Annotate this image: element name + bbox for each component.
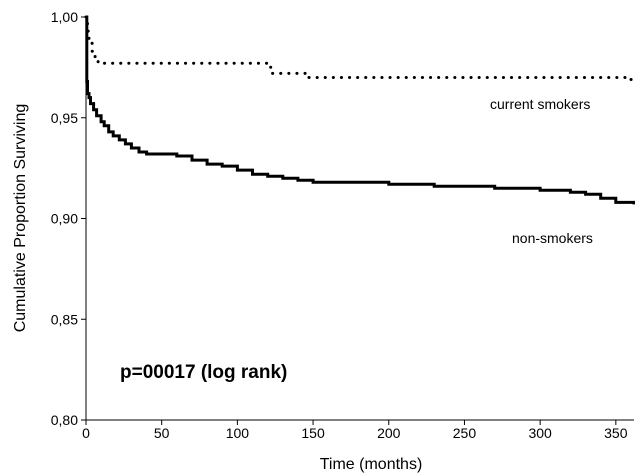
x-axis-title: Time (months) — [320, 456, 423, 473]
plot-area: 0 50 100 150 200 250 300 350 0,80 0,85 0,90 0,95 1,… — [51, 9, 635, 441]
x-tick-label: 300 — [528, 425, 552, 441]
y-tick-label: 0,95 — [51, 110, 78, 126]
current-smokers-curve — [84, 15, 635, 85]
y-tick-label: 0,80 — [51, 412, 78, 428]
current-smokers-label: current smokers — [490, 96, 590, 112]
y-axis-ticks: 0,80 0,85 0,90 0,95 1,00 — [51, 9, 86, 428]
log-rank-annotation: p=00017 (log rank) — [120, 362, 287, 383]
x-tick-label: 350 — [604, 425, 628, 441]
y-tick-label: 0,90 — [51, 211, 78, 227]
x-tick-label: 250 — [453, 425, 477, 441]
y-axis-title: Cumulative Proportion Surviving — [12, 104, 29, 333]
non-smokers-label: non-smokers — [512, 230, 593, 246]
x-tick-label: 0 — [82, 425, 90, 441]
non-smokers-curve — [85, 15, 635, 205]
x-tick-label: 150 — [301, 425, 325, 441]
x-tick-label: 100 — [226, 425, 250, 441]
x-tick-label: 200 — [377, 425, 401, 441]
y-tick-label: 0,85 — [51, 311, 78, 327]
series-layer — [84, 15, 635, 205]
x-tick-label: 50 — [154, 425, 170, 441]
x-axis-ticks: 0 50 100 150 200 250 300 350 — [82, 420, 628, 441]
y-tick-label: 1,00 — [51, 9, 78, 25]
